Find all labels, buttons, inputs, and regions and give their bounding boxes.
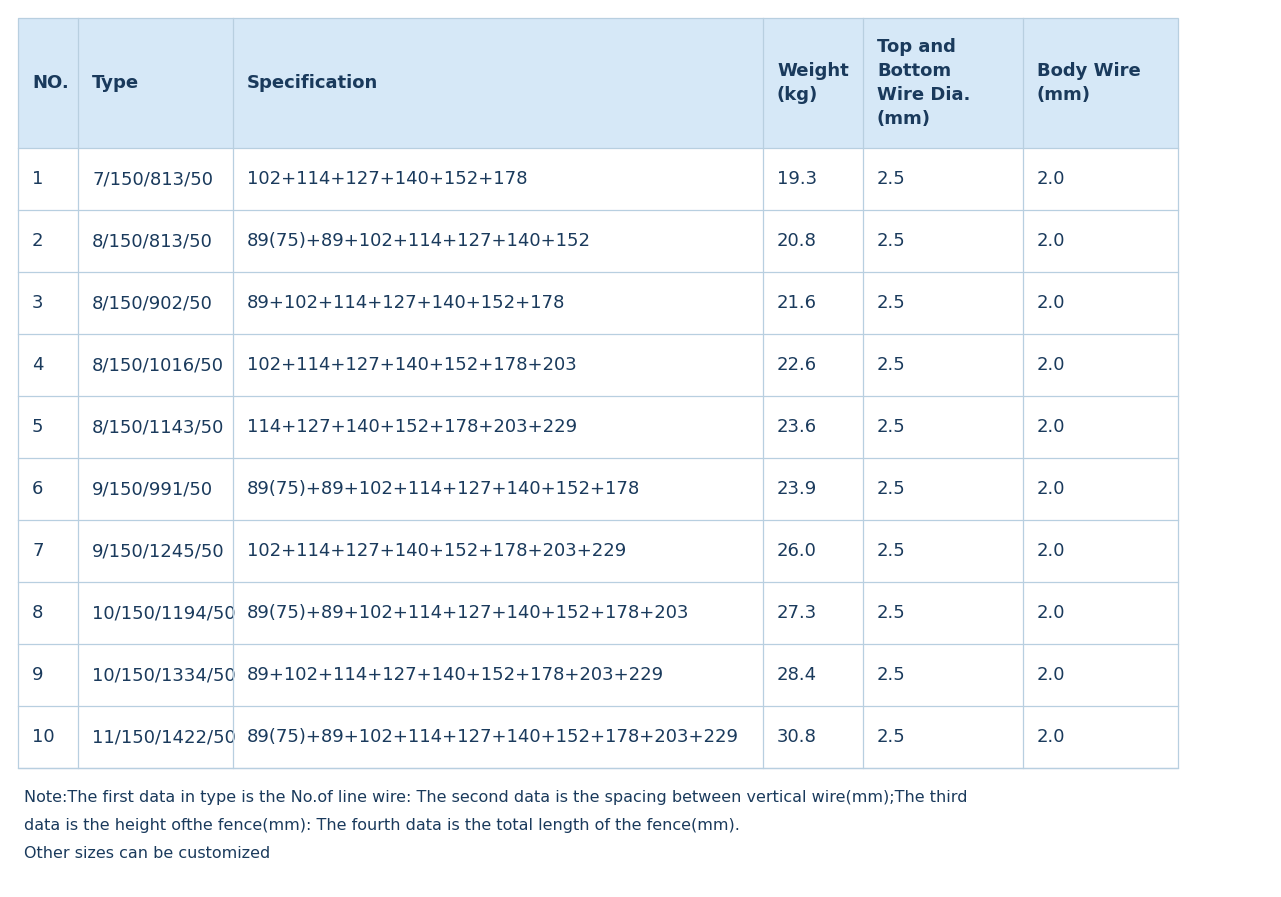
Bar (18, 706, 1179, 768)
Text: 10/150/1194/50: 10/150/1194/50 (92, 604, 236, 622)
Text: 2.5: 2.5 (877, 604, 906, 622)
Text: 9: 9 (32, 666, 44, 684)
Text: 9/150/991/50: 9/150/991/50 (92, 480, 213, 498)
Text: 5: 5 (32, 418, 44, 436)
Text: 8/150/1016/50: 8/150/1016/50 (92, 356, 224, 374)
Text: 2.0: 2.0 (1038, 170, 1066, 188)
Text: 21.6: 21.6 (778, 294, 817, 312)
Bar (18, 644, 1179, 706)
Text: 11/150/1422/50: 11/150/1422/50 (92, 728, 236, 746)
Text: 10: 10 (32, 728, 55, 746)
Bar (18, 210, 1179, 272)
Text: 30.8: 30.8 (778, 728, 817, 746)
Text: 2.5: 2.5 (877, 232, 906, 250)
Text: Top and
Bottom
Wire Dia.
(mm): Top and Bottom Wire Dia. (mm) (877, 38, 971, 128)
Text: 22.6: 22.6 (778, 356, 817, 374)
Text: 2.0: 2.0 (1038, 604, 1066, 622)
Text: 9/150/1245/50: 9/150/1245/50 (92, 542, 224, 560)
Text: 2.5: 2.5 (877, 418, 906, 436)
Text: 2.0: 2.0 (1038, 294, 1066, 312)
Text: 3: 3 (32, 294, 44, 312)
Bar (18, 458, 1179, 520)
Text: 2.0: 2.0 (1038, 542, 1066, 560)
Text: 2.5: 2.5 (877, 356, 906, 374)
Text: 8/150/1143/50: 8/150/1143/50 (92, 418, 224, 436)
Bar (18, 18, 1179, 148)
Text: 8: 8 (32, 604, 44, 622)
Text: 89+102+114+127+140+152+178: 89+102+114+127+140+152+178 (247, 294, 565, 312)
Text: Type: Type (92, 74, 140, 92)
Text: 102+114+127+140+152+178+203: 102+114+127+140+152+178+203 (247, 356, 576, 374)
Text: 2.5: 2.5 (877, 170, 906, 188)
Text: NO.: NO. (32, 74, 69, 92)
Text: 2.5: 2.5 (877, 294, 906, 312)
Text: 4: 4 (32, 356, 44, 374)
Text: 19.3: 19.3 (778, 170, 817, 188)
Text: 2.0: 2.0 (1038, 480, 1066, 498)
Text: Other sizes can be customized: Other sizes can be customized (24, 846, 270, 861)
Text: 10/150/1334/50: 10/150/1334/50 (92, 666, 236, 684)
Text: 2: 2 (32, 232, 44, 250)
Text: 89(75)+89+102+114+127+140+152+178: 89(75)+89+102+114+127+140+152+178 (247, 480, 640, 498)
Text: 2.0: 2.0 (1038, 232, 1066, 250)
Text: 2.5: 2.5 (877, 480, 906, 498)
Text: 23.6: 23.6 (778, 418, 817, 436)
Text: 2.5: 2.5 (877, 542, 906, 560)
Bar (18, 334, 1179, 396)
Text: Note:The first data in type is the No.of line wire: The second data is the spaci: Note:The first data in type is the No.of… (24, 790, 967, 805)
Text: 27.3: 27.3 (778, 604, 817, 622)
Text: 1: 1 (32, 170, 44, 188)
Text: 89(75)+89+102+114+127+140+152: 89(75)+89+102+114+127+140+152 (247, 232, 591, 250)
Text: 26.0: 26.0 (778, 542, 817, 560)
Text: 2.0: 2.0 (1038, 356, 1066, 374)
Text: 102+114+127+140+152+178: 102+114+127+140+152+178 (247, 170, 528, 188)
Text: data is the height ofthe fence(mm): The fourth data is the total length of the f: data is the height ofthe fence(mm): The … (24, 818, 740, 833)
Text: Specification: Specification (247, 74, 378, 92)
Text: 102+114+127+140+152+178+203+229: 102+114+127+140+152+178+203+229 (247, 542, 626, 560)
Text: 2.0: 2.0 (1038, 666, 1066, 684)
Text: 7: 7 (32, 542, 44, 560)
Text: 7/150/813/50: 7/150/813/50 (92, 170, 213, 188)
Bar (18, 272, 1179, 334)
Text: 8/150/813/50: 8/150/813/50 (92, 232, 213, 250)
Text: 2.5: 2.5 (877, 728, 906, 746)
Text: Body Wire
(mm): Body Wire (mm) (1038, 62, 1141, 104)
Text: 2.5: 2.5 (877, 666, 906, 684)
Text: 114+127+140+152+178+203+229: 114+127+140+152+178+203+229 (247, 418, 578, 436)
Text: 89+102+114+127+140+152+178+203+229: 89+102+114+127+140+152+178+203+229 (247, 666, 664, 684)
Text: 28.4: 28.4 (778, 666, 817, 684)
Bar (18, 582, 1179, 644)
Text: Weight
(kg): Weight (kg) (778, 62, 849, 104)
Text: 8/150/902/50: 8/150/902/50 (92, 294, 213, 312)
Text: 23.9: 23.9 (778, 480, 817, 498)
Bar (18, 18, 1179, 768)
Text: 89(75)+89+102+114+127+140+152+178+203: 89(75)+89+102+114+127+140+152+178+203 (247, 604, 689, 622)
Bar (18, 148, 1179, 210)
Bar (18, 396, 1179, 458)
Text: 89(75)+89+102+114+127+140+152+178+203+229: 89(75)+89+102+114+127+140+152+178+203+22… (247, 728, 739, 746)
Text: 2.0: 2.0 (1038, 418, 1066, 436)
Text: 20.8: 20.8 (778, 232, 817, 250)
Text: 2.0: 2.0 (1038, 728, 1066, 746)
Bar (18, 520, 1179, 582)
Text: 6: 6 (32, 480, 44, 498)
